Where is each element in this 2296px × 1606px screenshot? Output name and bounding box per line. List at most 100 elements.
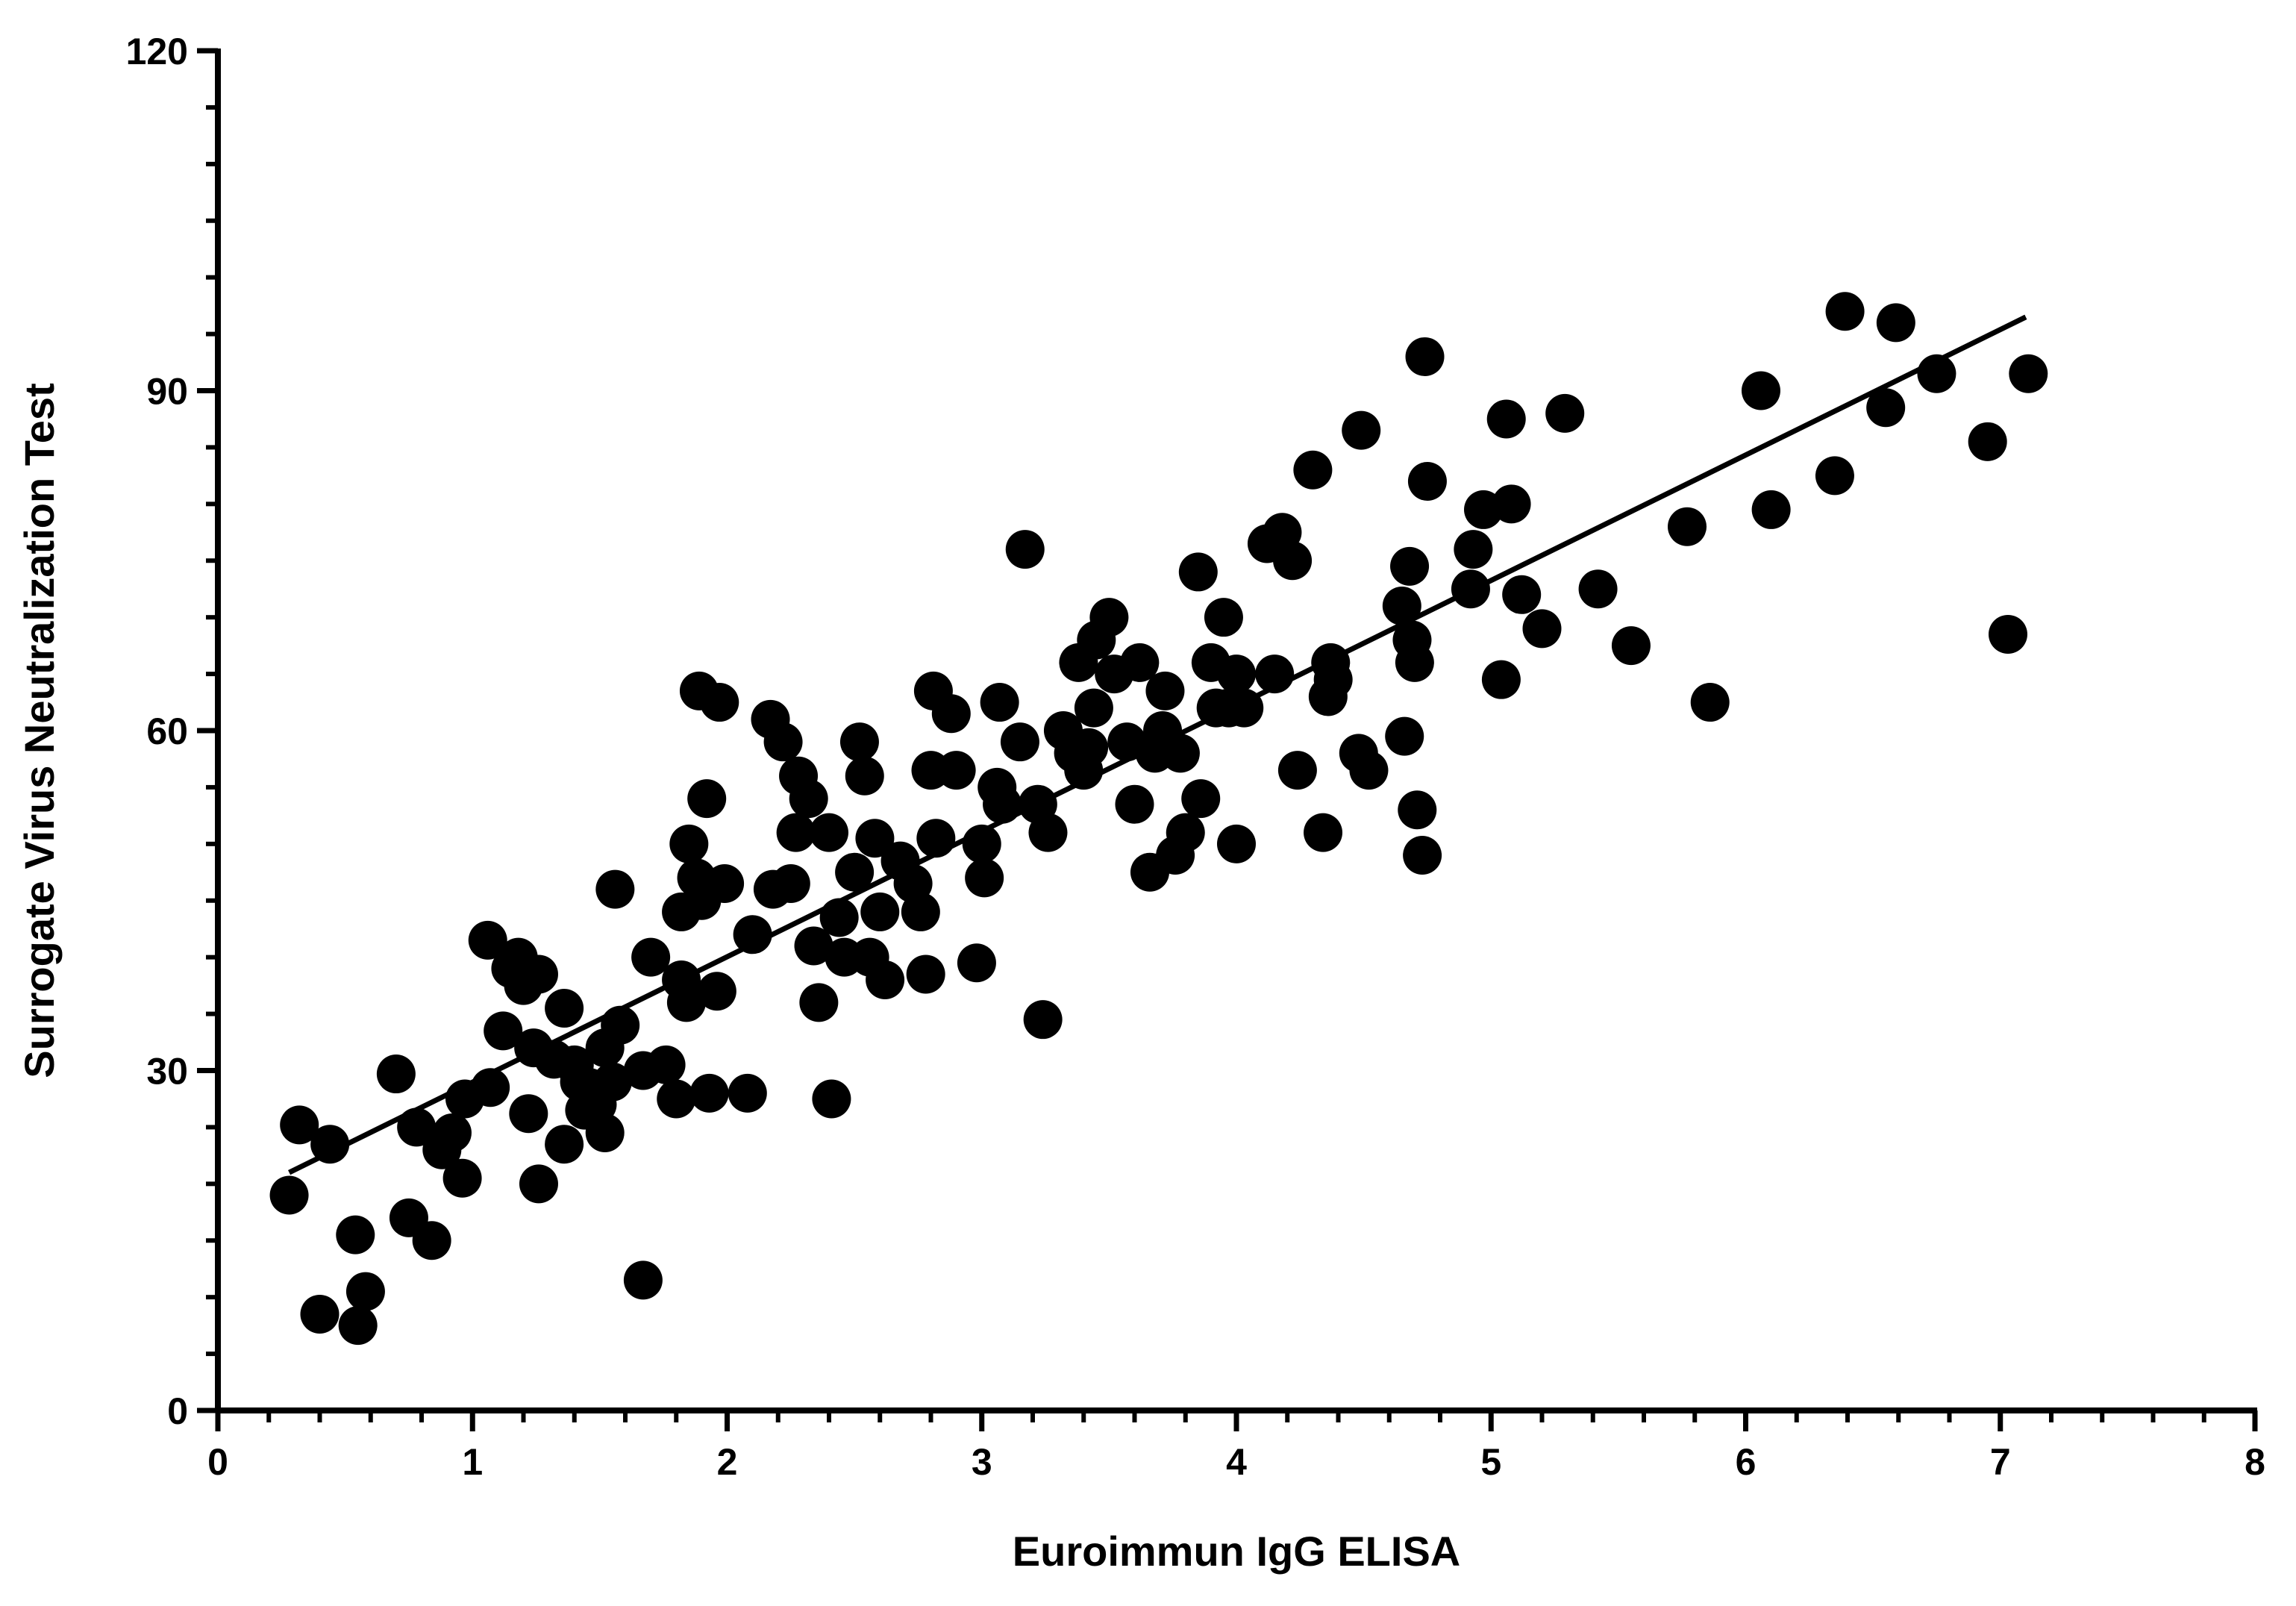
data-point [1217, 654, 1256, 694]
data-point [1217, 824, 1256, 863]
data-point [300, 1294, 340, 1334]
data-point [1815, 456, 1854, 496]
data-point [1492, 484, 1531, 524]
data-point [595, 869, 635, 909]
data-point [936, 751, 976, 790]
data-point [1502, 575, 1542, 614]
points-layer [269, 292, 2048, 1346]
data-point [1690, 683, 1730, 722]
data-point [412, 1221, 451, 1260]
data-point [855, 819, 895, 858]
data-point [519, 1164, 558, 1204]
x-tick-label: 8 [2245, 1441, 2265, 1483]
data-point [1145, 671, 1185, 710]
data-point [1405, 337, 1445, 376]
data-point [1166, 813, 1205, 852]
data-point [1023, 1000, 1063, 1040]
regression-line-layer [288, 314, 2027, 1175]
data-point [1115, 784, 1154, 824]
x-tick-label: 1 [462, 1441, 483, 1483]
data-point [812, 1079, 851, 1119]
data-point [1741, 371, 1780, 410]
data-point [839, 722, 879, 762]
data-point [1486, 399, 1526, 439]
x-tick-label: 5 [1480, 1441, 1501, 1483]
data-point [860, 892, 900, 931]
x-tick-label: 4 [1226, 1441, 1247, 1483]
data-point [631, 937, 671, 977]
x-tick-label: 6 [1736, 1441, 1757, 1483]
data-point [906, 954, 945, 994]
x-tick-label: 3 [972, 1441, 992, 1483]
data-point [697, 972, 736, 1011]
data-point [397, 1107, 437, 1147]
data-point [733, 915, 772, 954]
data-point [519, 954, 558, 994]
y-tick-label: 60 [146, 710, 188, 752]
data-point [983, 784, 1022, 824]
data-point [700, 683, 739, 722]
data-point [545, 1125, 584, 1164]
data-point [1028, 813, 1068, 852]
data-point [376, 1054, 416, 1094]
data-point [336, 1215, 375, 1255]
data-point [1277, 751, 1317, 790]
data-point [1407, 461, 1447, 501]
y-tick-label: 90 [146, 371, 188, 413]
data-point [432, 1113, 472, 1153]
data-point [1481, 660, 1521, 699]
data-point [1005, 530, 1045, 569]
data-point [1968, 422, 2007, 461]
data-point [763, 722, 803, 762]
data-point [1069, 728, 1109, 767]
data-point [1454, 530, 1493, 569]
y-tick-label: 0 [167, 1390, 188, 1432]
data-point [1089, 598, 1129, 637]
data-point [484, 1011, 523, 1051]
data-point [771, 863, 810, 903]
data-point [2009, 354, 2048, 393]
data-point [1304, 813, 1343, 852]
data-point [705, 863, 745, 903]
data-point [1204, 598, 1243, 637]
data-point [1522, 609, 1562, 649]
data-point [845, 756, 884, 796]
data-point [794, 926, 833, 966]
data-point [1293, 450, 1333, 490]
data-point [592, 1062, 632, 1102]
data-point [310, 1125, 350, 1164]
y-axis-title: Surrogate Virus Neutralization Test [16, 383, 63, 1078]
data-point [509, 1094, 548, 1134]
data-point [1390, 546, 1430, 586]
data-point [980, 683, 1019, 722]
x-tick-label: 0 [207, 1441, 228, 1483]
data-point [1825, 292, 1865, 331]
data-point [1000, 722, 1039, 762]
data-point [646, 1045, 686, 1084]
data-point [965, 858, 1004, 898]
data-point [585, 1113, 625, 1153]
data-point [1160, 734, 1200, 773]
data-point [269, 1175, 309, 1215]
data-point [1611, 626, 1651, 666]
axes-layer [215, 49, 2257, 1413]
data-point [1876, 303, 1915, 343]
data-point [1988, 614, 2027, 654]
y-tick-label: 30 [146, 1051, 188, 1093]
data-point [687, 779, 727, 819]
data-point [1385, 716, 1424, 756]
data-point [666, 983, 706, 1022]
data-point [345, 1272, 385, 1311]
data-point [901, 892, 940, 931]
data-point [1395, 643, 1434, 682]
data-point [1751, 490, 1791, 529]
data-point [810, 813, 848, 852]
x-tick-label: 2 [717, 1441, 738, 1483]
data-point [931, 694, 971, 734]
data-point [1668, 507, 1707, 546]
data-point [1273, 541, 1313, 581]
data-point [442, 1158, 482, 1198]
data-point [1313, 660, 1353, 699]
data-point [280, 1105, 319, 1145]
data-point [1349, 751, 1389, 790]
